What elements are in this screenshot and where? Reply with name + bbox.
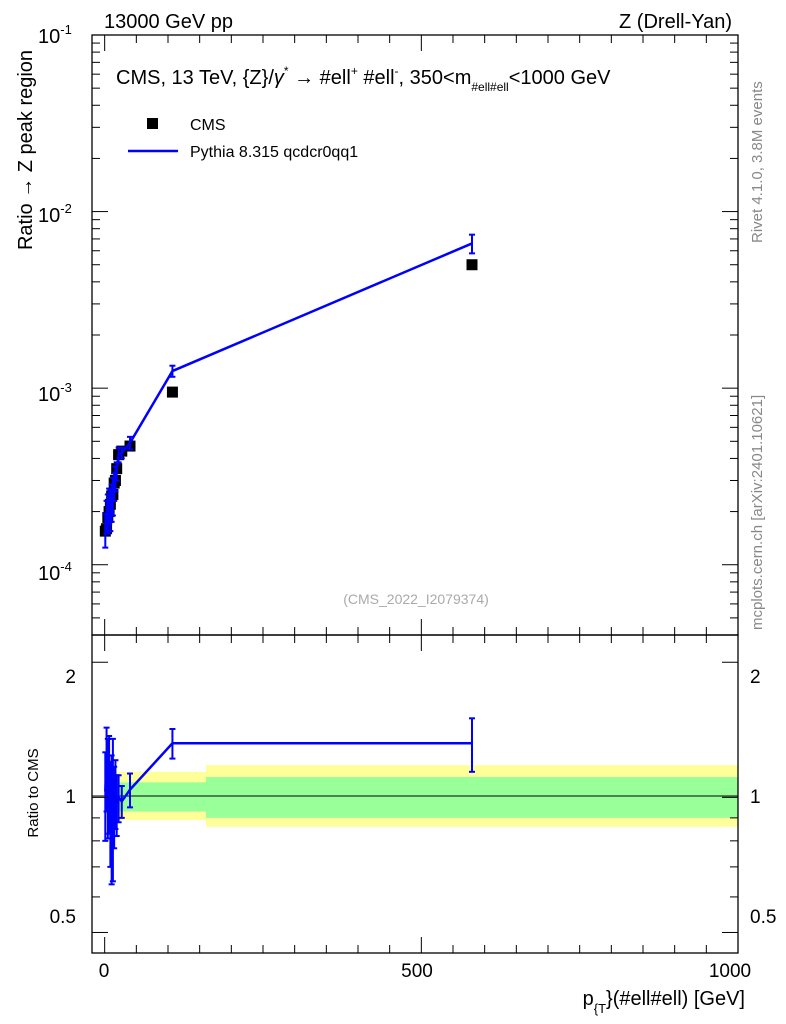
ratio-ytick-0.5: 0.5 [50, 907, 76, 928]
analysis-id: (CMS_2022_I2079374) [343, 591, 489, 607]
ratio-band-inner [206, 777, 738, 818]
ratio-ylabel: Ratio to CMS [25, 748, 42, 837]
data-point [466, 259, 478, 271]
main-frame [91, 34, 739, 636]
ratio-band-inner [130, 782, 206, 812]
ytick-label-e-3: 10-3 [38, 380, 72, 406]
ratio-ytick-1-right: 1 [750, 787, 761, 808]
source-label: mcplots.cern.ch [arXiv:2401.10621] [749, 395, 766, 630]
header-left: 13000 GeV pp [104, 11, 233, 33]
legend-mc-label: Pythia 8.315 qcdcr0qq1 [190, 144, 358, 161]
ratio-frame [91, 634, 739, 954]
mc-series-line [104, 242, 473, 529]
xtick-0: 0 [99, 961, 110, 982]
legend-cms-marker [147, 118, 158, 129]
plot-title: CMS, 13 TeV, {Z}/γ* → #ell+ #ell-, 350<m… [116, 64, 611, 94]
x-axis-label: p{T}(#ell#ell) [GeV] [583, 988, 745, 1016]
xtick-1000: 1000 [709, 961, 751, 982]
ytick-label-e-4: 10-4 [38, 559, 72, 585]
xtick-500: 500 [401, 961, 433, 982]
header-right: Z (Drell-Yan) [619, 11, 732, 33]
main-ylabel: Ratio → Z peak region [15, 50, 37, 250]
ytick-label-e-1: 10-1 [38, 22, 72, 48]
ratio-ytick-2: 2 [65, 667, 76, 688]
ratio-ytick-0.5-right: 0.5 [750, 907, 776, 928]
legend-cms-label: CMS [190, 117, 226, 134]
data-point [166, 386, 178, 398]
ytick-label-e-2: 10-2 [38, 201, 72, 227]
ratio-ytick-1: 1 [65, 787, 76, 808]
ratio-ytick-2-right: 2 [750, 667, 761, 688]
rivet-label: Rivet 4.1.0, 3.8M events [749, 81, 766, 243]
